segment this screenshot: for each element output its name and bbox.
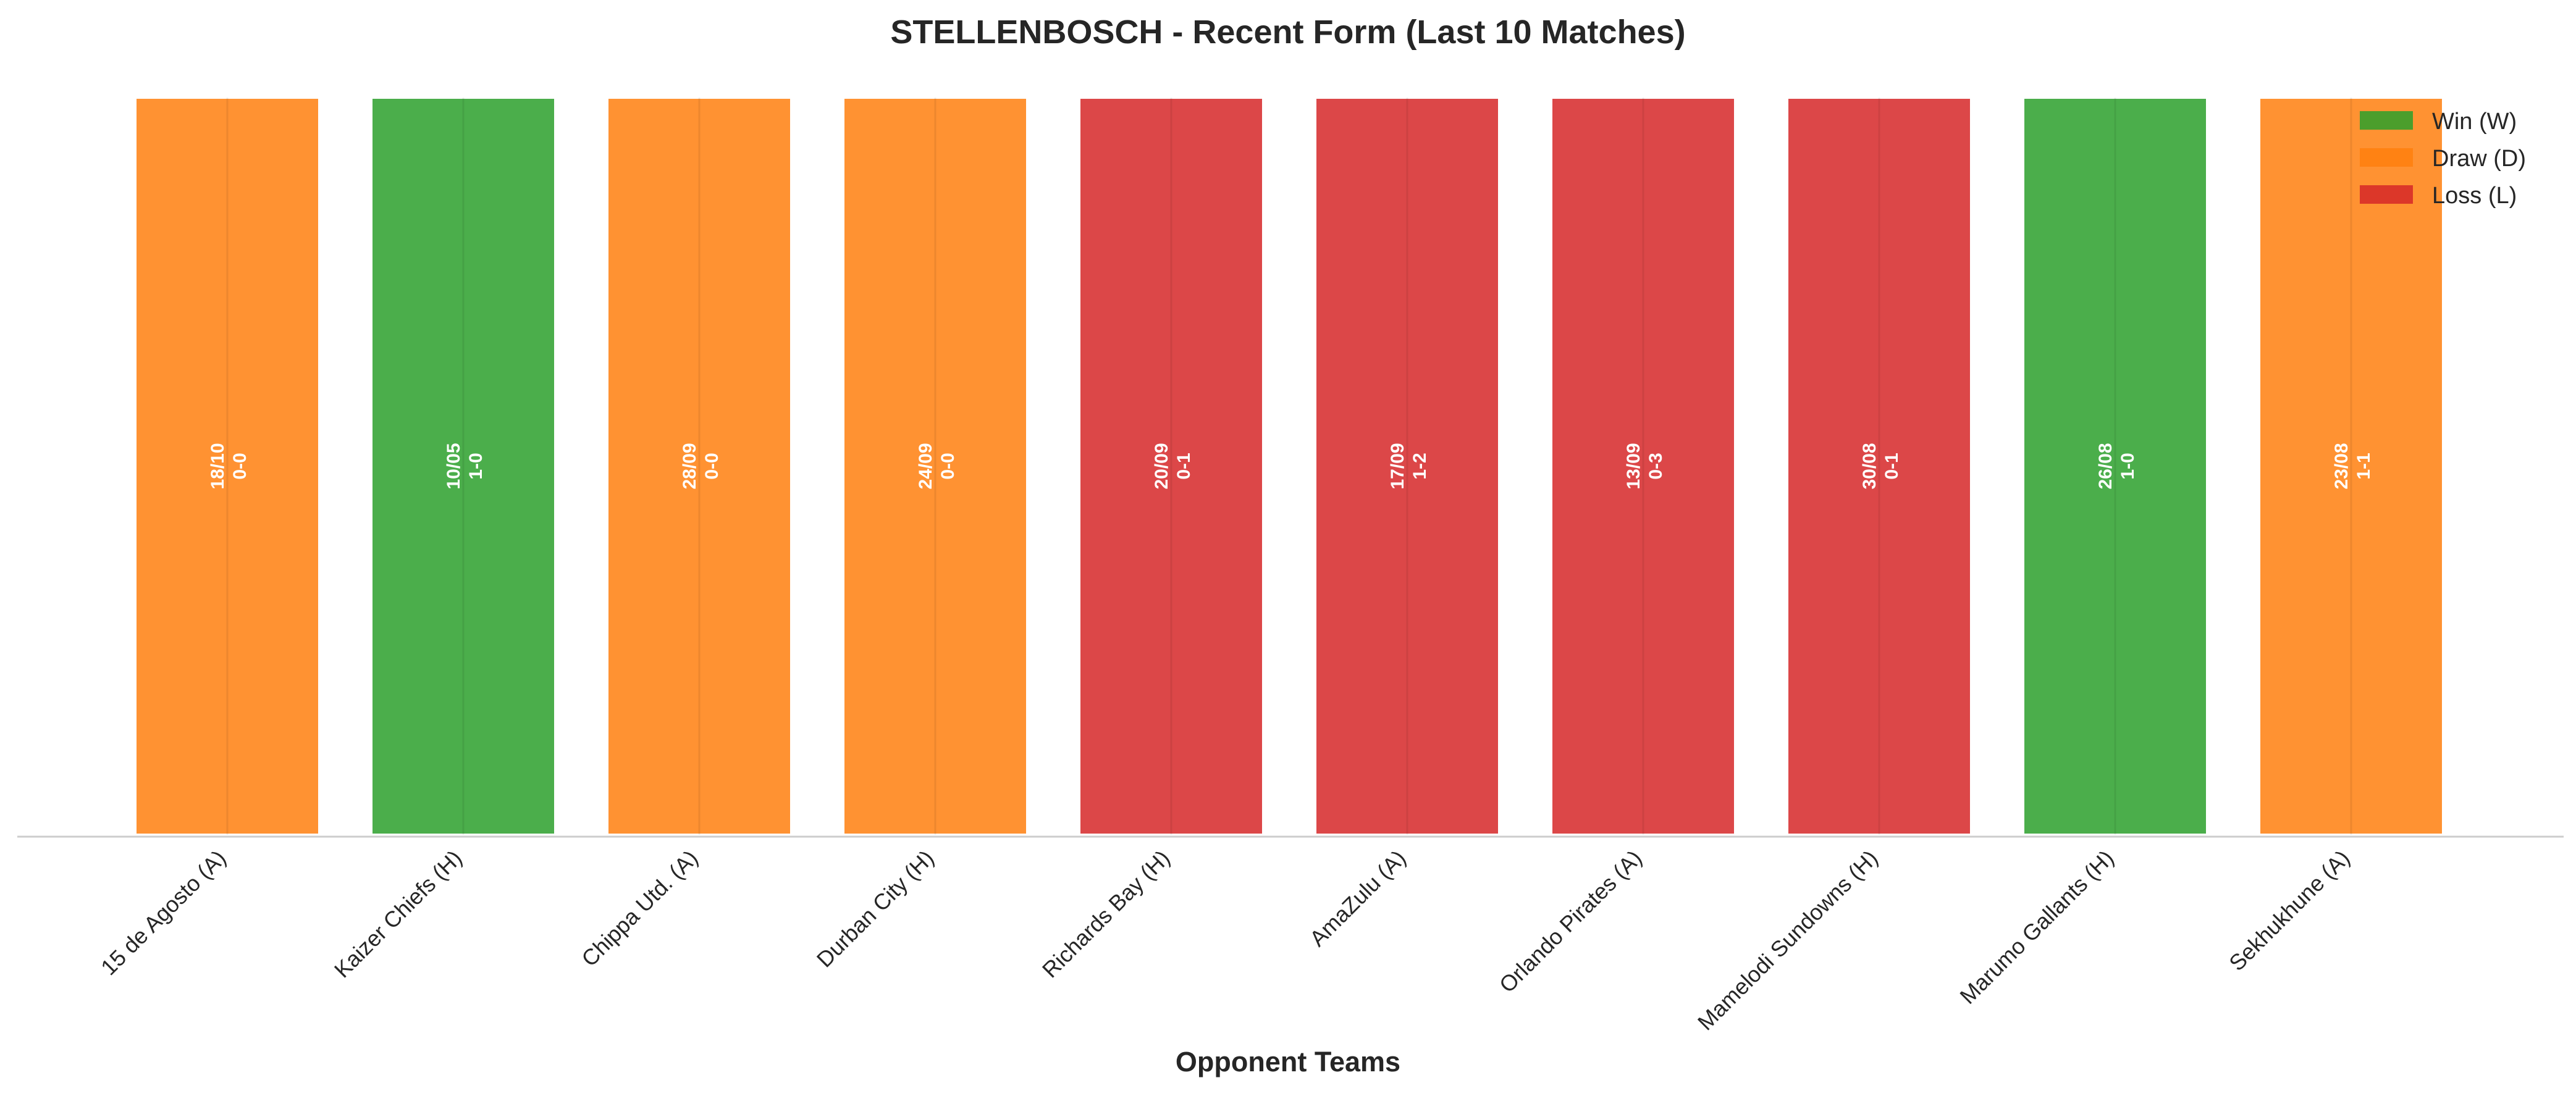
x-tick-labels: 15 de Agosto (A) Kaizer Chiefs (H) Chippa …	[96, 845, 2355, 1035]
bar-3	[842, 96, 1029, 836]
legend-label-d: Draw (D)	[2432, 146, 2526, 172]
legend-swatch-w	[2360, 111, 2413, 130]
bar-date-label: 10/05	[444, 443, 464, 489]
bar-6	[1550, 96, 1736, 836]
bar-5	[1314, 96, 1501, 836]
x-tick-label: Durban City (H)	[812, 845, 939, 973]
x-tick-label: Marumo Gallants (H)	[1955, 845, 2118, 1009]
bar-7	[1786, 96, 1972, 836]
bar-date-label: 30/08	[1859, 443, 1880, 489]
bar-label-group: 30/08 0-1	[1859, 443, 1902, 489]
bar-score-label: 0-1	[1174, 453, 1194, 479]
bar-date-label: 20/09	[1151, 443, 1172, 489]
bar-0	[134, 96, 321, 836]
bar-4	[1078, 96, 1265, 836]
chart-title: STELLENBOSCH - Recent Form (Last 10 Matc…	[890, 14, 1685, 51]
bar-label-group: 17/09 1-2	[1387, 443, 1430, 489]
legend: Win (W) Draw (D) Loss (L)	[2360, 109, 2526, 209]
bar-1	[370, 96, 557, 836]
bar-label-group: 10/05 1-0	[444, 443, 486, 489]
x-tick-label: Sekhukhune (A)	[2224, 845, 2355, 976]
x-tick-label: 15 de Agosto (A)	[96, 845, 231, 981]
bars-layer: 18/10 0-0 10/05 1-0 28/09 0-0 24/09 0-0 20/09 0-1…	[134, 96, 2444, 836]
bar-score-label: 0-0	[230, 453, 250, 479]
x-tick-label: Richards Bay (H)	[1037, 845, 1175, 983]
bar-score-label: 1-0	[466, 453, 486, 479]
legend-swatch-l	[2360, 185, 2413, 204]
legend-swatch-d	[2360, 148, 2413, 167]
x-tick-label: Mamelodi Sundowns (H)	[1693, 845, 1883, 1035]
bar-date-label: 24/09	[915, 443, 936, 489]
bar-label-group: 20/09 0-1	[1151, 443, 1194, 489]
bar-8	[2022, 96, 2208, 836]
x-tick-label: Chippa Utd. (A)	[576, 845, 702, 971]
bar-score-label: 0-0	[702, 453, 722, 479]
x-axis-title: Opponent Teams	[1176, 1046, 1400, 1077]
bar-date-label: 28/09	[680, 443, 700, 489]
bar-date-label: 13/09	[1623, 443, 1644, 489]
bar-label-group: 13/09 0-3	[1623, 443, 1666, 489]
bar-score-label: 0-0	[938, 453, 958, 479]
bar-9	[2258, 96, 2444, 836]
bar-label-group: 24/09 0-0	[915, 443, 958, 489]
bar-date-label: 18/10	[208, 443, 228, 489]
x-tick-label: Orlando Pirates (A)	[1494, 845, 1647, 998]
bar-label-group: 23/08 1-1	[2331, 443, 2374, 489]
bar-2	[606, 96, 793, 836]
bar-label-group: 26/08 1-0	[2095, 443, 2138, 489]
bar-date-label: 26/08	[2095, 443, 2116, 489]
bar-date-label: 17/09	[1387, 443, 1408, 489]
bar-score-label: 0-3	[1646, 453, 1666, 479]
bar-score-label: 0-1	[1882, 453, 1902, 479]
x-tick-label: AmaZulu (A)	[1305, 845, 1411, 952]
bar-date-label: 23/08	[2331, 443, 2352, 489]
x-tick-label: Kaizer Chiefs (H)	[329, 845, 467, 983]
legend-label-w: Win (W)	[2432, 109, 2517, 135]
bar-label-group: 18/10 0-0	[208, 443, 250, 489]
bar-score-label: 1-0	[2118, 453, 2138, 479]
bar-score-label: 1-1	[2354, 453, 2374, 479]
bar-score-label: 1-2	[1410, 453, 1430, 479]
bar-label-group: 28/09 0-0	[680, 443, 722, 489]
legend-label-l: Loss (L)	[2432, 183, 2517, 209]
